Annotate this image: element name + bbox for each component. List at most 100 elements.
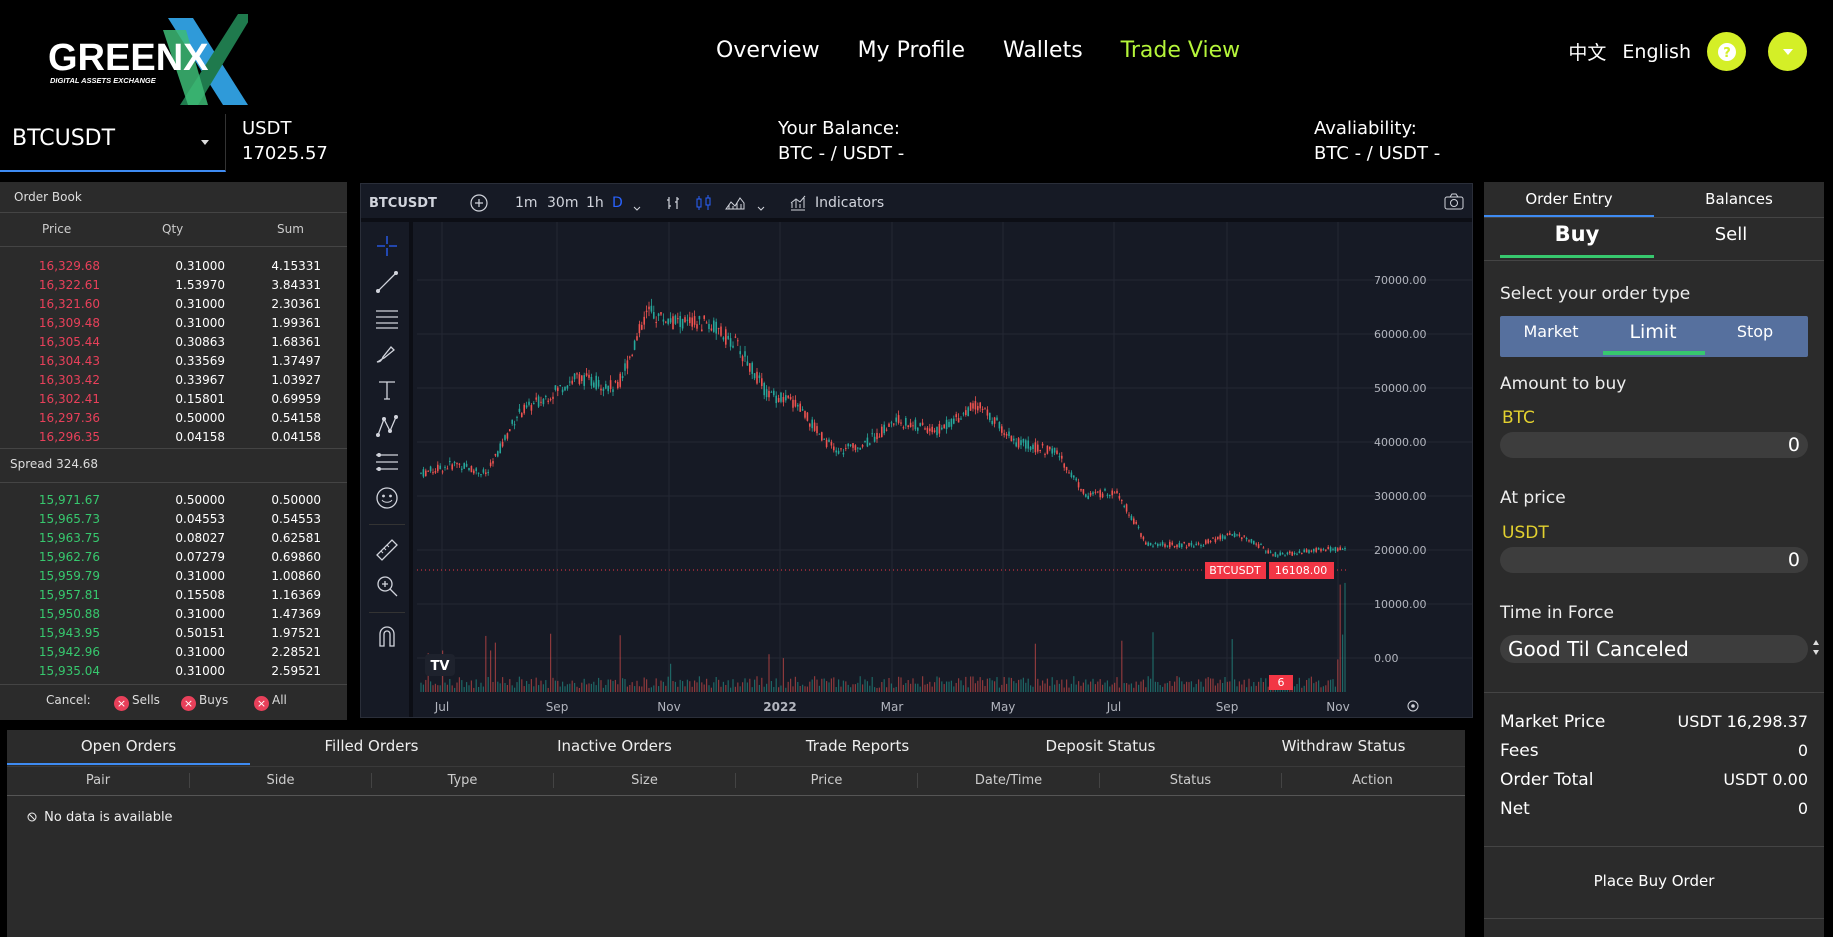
candle-body <box>1298 551 1301 554</box>
greenx-logo[interactable]: GREENX DIGITAL ASSETS EXCHANGE <box>48 10 253 105</box>
volume-bar <box>986 678 988 692</box>
tab-order-entry[interactable]: Order Entry <box>1525 190 1613 208</box>
bar-style-icon[interactable] <box>665 194 683 216</box>
candle-body <box>845 448 847 450</box>
interval-1m[interactable]: 1m <box>515 195 538 211</box>
text-tool-icon[interactable] <box>375 378 399 402</box>
area-style-icon[interactable] <box>725 194 745 216</box>
tab-balances[interactable]: Balances <box>1705 190 1773 208</box>
cancel-buys-button[interactable]: × Buys <box>181 693 228 711</box>
sell-side-tab[interactable]: Sell <box>1714 224 1748 245</box>
trend-line-icon[interactable] <box>375 270 399 294</box>
buy-order-row[interactable]: 15,959.79 0.31000 1.00860 <box>0 569 347 588</box>
tif-select[interactable]: Good Til Canceled <box>1500 635 1808 663</box>
interval-30m[interactable]: 30m <box>547 195 579 211</box>
help-button[interactable]: ? <box>1707 32 1746 71</box>
candlestick-chart[interactable]: 70000.00 60000.00 50000.00 40000.00 30000.00… <box>417 222 1472 717</box>
tab-filled-orders[interactable]: Filled Orders <box>324 737 419 755</box>
zoom-in-icon[interactable] <box>375 574 399 598</box>
sell-order-row[interactable]: 16,303.42 0.33967 1.03927 <box>0 373 347 392</box>
sell-order-row[interactable]: 16,302.41 0.15801 0.69959 <box>0 392 347 411</box>
interval-1h[interactable]: 1h <box>586 195 604 211</box>
sell-order-qty: 0.31000 <box>175 316 225 330</box>
buy-order-row[interactable]: 15,957.81 0.15508 1.16369 <box>0 588 347 607</box>
candle-style-icon[interactable] <box>695 194 713 216</box>
sell-order-row[interactable]: 16,329.68 0.31000 4.15331 <box>0 259 347 278</box>
tab-withdraw-status[interactable]: Withdraw Status <box>1281 737 1406 755</box>
ruler-icon[interactable] <box>375 538 399 562</box>
volume-bar <box>1039 685 1041 692</box>
settings-icon[interactable] <box>1407 700 1419 712</box>
buy-order-sum: 0.62581 <box>271 531 321 545</box>
volume-bar <box>1104 682 1106 692</box>
crosshair-icon[interactable] <box>375 234 399 258</box>
price-chart[interactable]: BTCUSDT 1m 30m 1h D Indicators <box>360 183 1473 718</box>
volume-bar <box>658 686 660 692</box>
measure-lines-icon[interactable] <box>375 450 399 474</box>
emoji-icon[interactable] <box>375 486 399 510</box>
sell-order-row[interactable]: 16,309.48 0.31000 1.99361 <box>0 316 347 335</box>
lang-chinese[interactable]: 中文 <box>1568 42 1607 64</box>
nav-wallets[interactable]: Wallets <box>1002 38 1083 63</box>
buy-order-row[interactable]: 15,942.96 0.31000 2.28521 <box>0 645 347 664</box>
brush-icon[interactable] <box>375 342 399 366</box>
chevron-down-icon[interactable] <box>757 200 765 216</box>
chevron-down-icon[interactable] <box>633 200 641 216</box>
volume-bar <box>559 686 561 692</box>
user-menu-button[interactable] <box>1768 32 1807 71</box>
candle-body <box>494 453 497 456</box>
buy-order-row[interactable]: 15,935.04 0.31000 2.59521 <box>0 664 347 683</box>
buy-order-row[interactable]: 15,962.76 0.07279 0.69860 <box>0 550 347 569</box>
buy-order-row[interactable]: 15,965.73 0.04553 0.54553 <box>0 512 347 531</box>
magnet-icon[interactable] <box>375 624 399 648</box>
indicators-icon[interactable] <box>789 194 807 216</box>
sell-order-row[interactable]: 16,305.44 0.30863 1.68361 <box>0 335 347 354</box>
pair-select[interactable]: BTCUSDT <box>0 114 226 172</box>
updown-arrow-icon[interactable] <box>1812 638 1820 658</box>
order-type-stop[interactable]: Stop <box>1736 322 1774 341</box>
col-status: Status <box>1099 773 1281 788</box>
buy-order-row[interactable]: 15,971.67 0.50000 0.50000 <box>0 493 347 512</box>
sell-order-row[interactable]: 16,321.60 0.31000 2.30361 <box>0 297 347 316</box>
tab-deposit-status[interactable]: Deposit Status <box>1045 737 1156 755</box>
pattern-icon[interactable] <box>375 414 399 438</box>
sell-order-row[interactable]: 16,322.61 1.53970 3.84331 <box>0 278 347 297</box>
tab-open-orders[interactable]: Open Orders <box>80 737 177 755</box>
sell-order-row[interactable]: 16,297.36 0.50000 0.54158 <box>0 411 347 430</box>
cancel-sells-button[interactable]: × Sells <box>114 693 160 711</box>
tradingview-logo[interactable]: TV <box>425 654 455 676</box>
candle-body <box>1073 475 1075 478</box>
candle-body <box>1149 542 1152 546</box>
sell-order-row[interactable]: 16,296.35 0.04158 0.04158 <box>0 430 347 449</box>
buy-side-tab[interactable]: Buy <box>1554 222 1600 246</box>
horizontal-lines-icon[interactable] <box>375 306 399 330</box>
nav-trade-view[interactable]: Trade View <box>1120 38 1241 63</box>
order-type-limit[interactable]: Limit <box>1629 321 1677 343</box>
chart-symbol[interactable]: BTCUSDT <box>369 196 437 211</box>
buy-order-row[interactable]: 15,963.75 0.08027 0.62581 <box>0 531 347 550</box>
buy-order-sum: 0.54553 <box>271 512 321 526</box>
sell-order-row[interactable]: 16,304.43 0.33569 1.37497 <box>0 354 347 373</box>
volume-bar <box>1054 684 1056 692</box>
nav-overview[interactable]: Overview <box>716 38 820 63</box>
volume-bar <box>878 687 880 692</box>
amount-input[interactable]: 0 <box>1500 432 1808 458</box>
buy-order-row[interactable]: 15,943.95 0.50151 1.97521 <box>0 626 347 645</box>
indicators-button[interactable]: Indicators <box>815 195 885 211</box>
candle-body <box>828 439 830 442</box>
order-type-market[interactable]: Market <box>1523 322 1579 341</box>
price-input[interactable]: 0 <box>1500 547 1808 573</box>
camera-icon[interactable] <box>1444 193 1464 215</box>
volume-bar <box>1258 681 1260 692</box>
volume-bar <box>763 686 765 692</box>
tab-trade-reports[interactable]: Trade Reports <box>805 737 910 755</box>
tab-inactive-orders[interactable]: Inactive Orders <box>557 737 672 755</box>
candle-body <box>897 415 900 423</box>
buy-order-row[interactable]: 15,950.88 0.31000 1.47369 <box>0 607 347 626</box>
nav-my-profile[interactable]: My Profile <box>857 38 965 63</box>
lang-english[interactable]: English <box>1622 40 1691 63</box>
place-buy-order-button[interactable]: Place Buy Order <box>1593 872 1715 890</box>
cancel-all-button[interactable]: × All <box>254 693 287 711</box>
compare-icon[interactable] <box>469 193 489 217</box>
interval-d[interactable]: D <box>612 195 623 211</box>
